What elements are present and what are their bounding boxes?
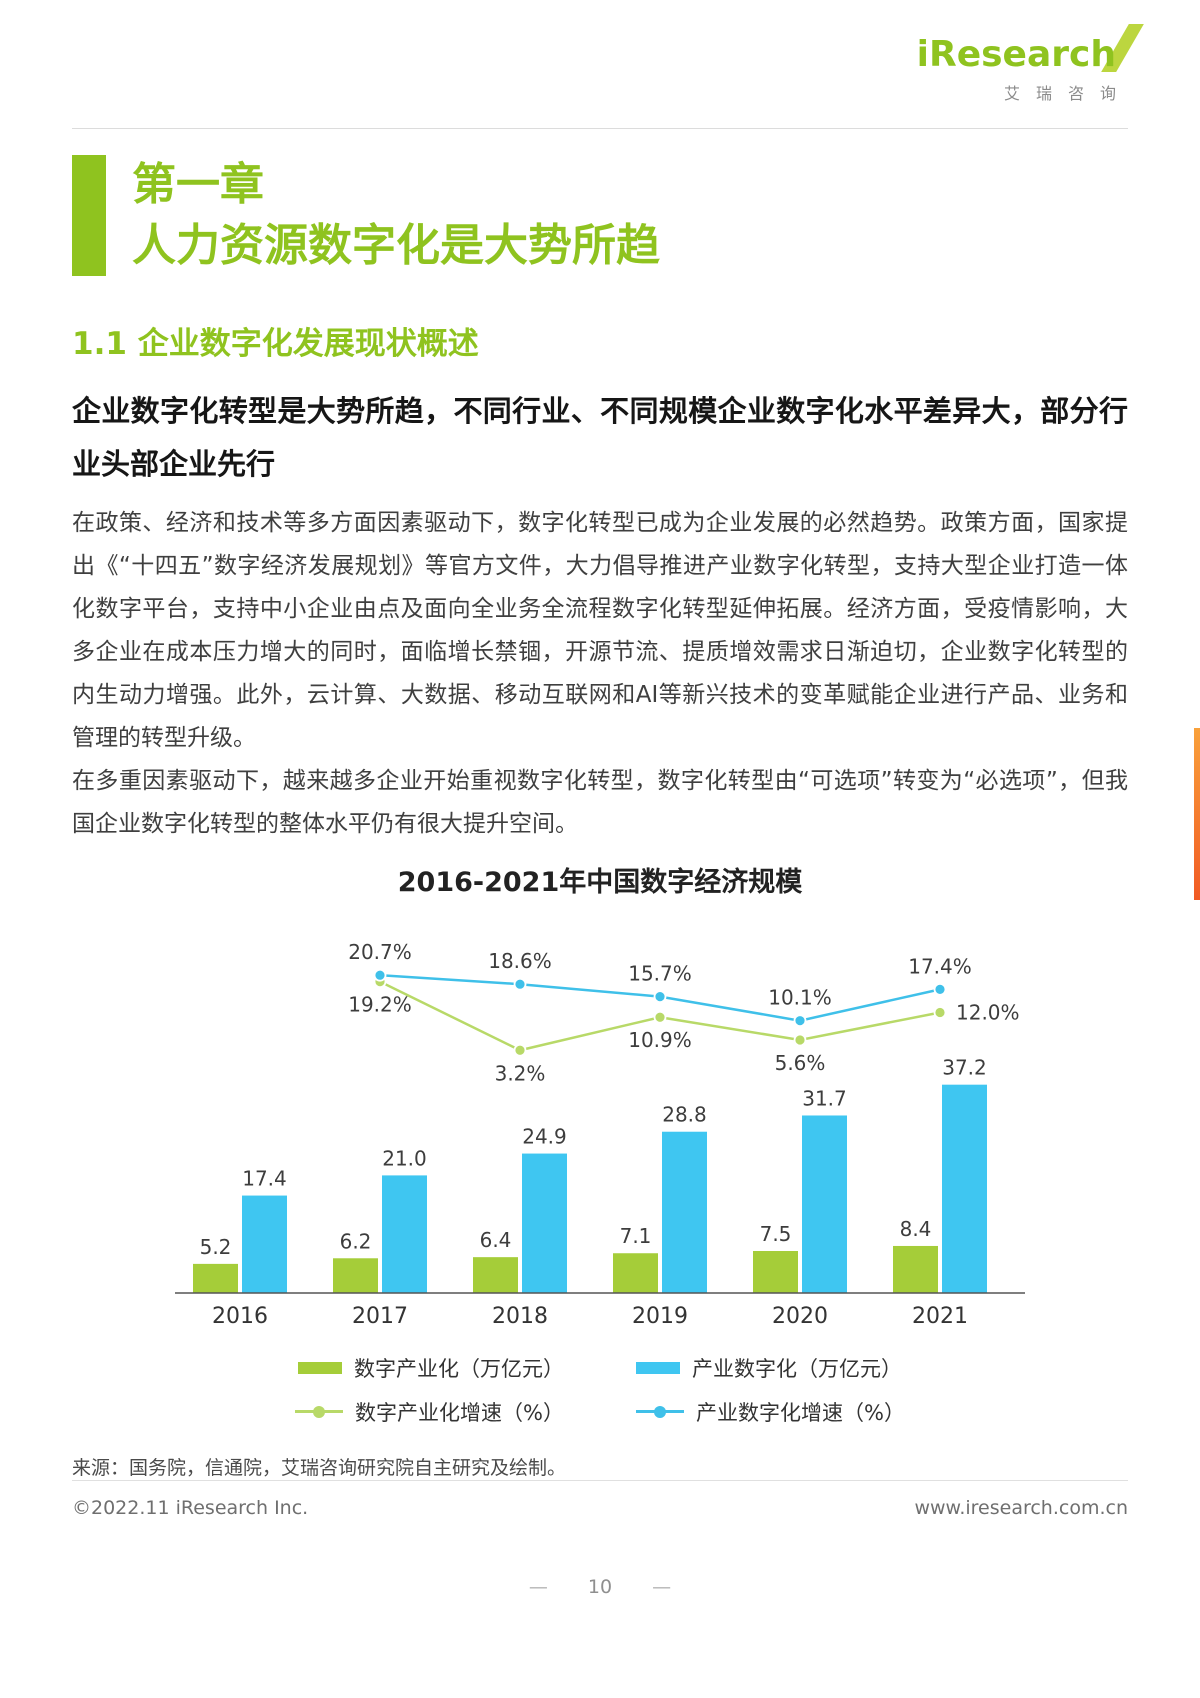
legend-line-swatch-green bbox=[295, 1410, 344, 1414]
bar-digital-industrialization-2016 bbox=[193, 1263, 238, 1293]
copyright-text: ©2022.11 iResearch Inc. bbox=[72, 1497, 309, 1519]
bar-digital-industrialization-2020 bbox=[753, 1250, 798, 1293]
legend-item-digital-industrialization-growth: 数字产业化增速（%） bbox=[295, 1397, 564, 1427]
bar-industry-digitalization-2018 bbox=[522, 1153, 567, 1293]
x-tick-label: 2018 bbox=[492, 1304, 548, 1329]
growth-value-label: 12.0% bbox=[956, 1000, 1020, 1024]
chapter-title-text: 人力资源数字化是大势所趋 bbox=[132, 219, 660, 271]
growth-value-label: 10.1% bbox=[768, 985, 832, 1009]
bar-industry-digitalization-2021 bbox=[942, 1084, 987, 1293]
legend-line-swatch-blue bbox=[636, 1410, 684, 1414]
side-accent-tab bbox=[1194, 728, 1200, 900]
bar-digital-industrialization-2021 bbox=[893, 1245, 938, 1293]
growth-value-label: 20.7% bbox=[348, 940, 412, 964]
x-tick-label: 2016 bbox=[212, 1304, 268, 1329]
bar-value-label: 28.8 bbox=[662, 1103, 707, 1127]
header-divider bbox=[72, 128, 1128, 129]
bar-value-label: 7.5 bbox=[760, 1222, 792, 1246]
bar-value-label: 6.4 bbox=[480, 1228, 512, 1252]
legend-item-industry-digitalization: 产业数字化（万亿元） bbox=[636, 1353, 902, 1383]
chapter-kicker: 第一章 bbox=[132, 159, 264, 210]
bar-value-label: 6.2 bbox=[340, 1229, 372, 1253]
bar-digital-industrialization-2018 bbox=[473, 1256, 518, 1293]
growth-value-label: 5.6% bbox=[775, 1051, 826, 1075]
growth-value-label: 10.9% bbox=[628, 1028, 692, 1052]
bar-industry-digitalization-2017 bbox=[382, 1175, 427, 1293]
chapter-title: 第一章 人力资源数字化是大势所趋 bbox=[132, 155, 660, 276]
legend-label: 数字产业化增速（%） bbox=[355, 1400, 564, 1425]
line-point-digital-industrialization-growth bbox=[933, 1005, 947, 1019]
legend-item-digital-industrialization: 数字产业化（万亿元） bbox=[298, 1353, 564, 1383]
chapter-header: 第一章 人力资源数字化是大势所趋 bbox=[72, 155, 1128, 277]
bar-value-label: 17.4 bbox=[242, 1166, 287, 1190]
chapter-accent-bar bbox=[72, 155, 106, 277]
chart-source-note: 来源：国务院，信通院，艾瑞咨询研究院自主研究及绘制。 bbox=[72, 1456, 567, 1479]
legend-bar-swatch-blue bbox=[636, 1361, 680, 1374]
line-point-digital-industrialization-growth bbox=[513, 1043, 527, 1057]
legend-row-bars: 数字产业化（万亿元） 产业数字化（万亿元） bbox=[72, 1353, 1128, 1383]
chart-area: 5.2 6.2 6.4 7.1 7.5 8.4 17.4 21.0 24.9 28.8 31.7 37… bbox=[160, 903, 1040, 1339]
page-number: 10 bbox=[587, 1576, 613, 1598]
page-number-dash-right: — bbox=[652, 1576, 672, 1598]
line-point-industry-digitalization-growth bbox=[933, 982, 947, 996]
line-point-digital-industrialization-growth bbox=[793, 1033, 807, 1047]
line-point-industry-digitalization-growth bbox=[653, 990, 667, 1003]
growth-value-label: 17.4% bbox=[908, 954, 972, 978]
page-number-dash-left: — bbox=[528, 1576, 548, 1598]
page-content: iResearch 艾瑞咨询 第一章 人力资源数字化是大势所趋 1.1 企业数字… bbox=[0, 0, 1200, 1480]
legend-bar-swatch-green bbox=[298, 1361, 342, 1374]
legend-item-industry-digitalization-growth: 产业数字化增速（%） bbox=[636, 1397, 905, 1427]
bar-value-label: 8.4 bbox=[900, 1217, 932, 1241]
line-point-industry-digitalization-growth bbox=[373, 968, 387, 982]
growth-value-label: 18.6% bbox=[488, 949, 552, 973]
logo-chinese-name: 艾瑞咨询 bbox=[1003, 84, 1132, 103]
legend-label: 数字产业化（万亿元） bbox=[354, 1356, 564, 1381]
iresearch-logo: iResearch 艾瑞咨询 bbox=[916, 24, 1144, 104]
x-tick-label: 2019 bbox=[632, 1304, 688, 1329]
page-header: iResearch 艾瑞咨询 bbox=[72, 24, 1144, 104]
x-tick-label: 2021 bbox=[912, 1304, 968, 1329]
bar-industry-digitalization-2019 bbox=[662, 1131, 707, 1293]
bar-value-label: 31.7 bbox=[802, 1086, 847, 1110]
bar-value-label: 21.0 bbox=[382, 1146, 427, 1170]
logo-text: iResearch bbox=[916, 34, 1116, 75]
chart-title: 2016-2021年中国数字经济规模 bbox=[397, 866, 803, 898]
legend-label: 产业数字化（万亿元） bbox=[692, 1356, 902, 1381]
legend-label: 产业数字化增速（%） bbox=[696, 1400, 905, 1425]
chart-legend: 数字产业化（万亿元） 产业数字化（万亿元） 数字产业化增速（%） 产业数字化增速… bbox=[72, 1353, 1128, 1427]
section-heading: 1.1 企业数字化发展现状概述 bbox=[72, 326, 479, 363]
digital-economy-chart-svg: 5.2 6.2 6.4 7.1 7.5 8.4 17.4 21.0 24.9 28.8 31.7 37… bbox=[175, 940, 1025, 1329]
growth-value-label: 3.2% bbox=[495, 1061, 546, 1085]
bar-digital-industrialization-2017 bbox=[333, 1258, 378, 1293]
section-subtitle: 企业数字化转型是大势所趋，不同行业、不同规模企业数字化水平差异大，部分行业头部企… bbox=[72, 394, 1128, 481]
body-paragraph-2: 在多重因素驱动下，越来越多企业开始重视数字化转型，数字化转型由“可选项”转变为“… bbox=[72, 767, 1128, 837]
bar-digital-industrialization-2019 bbox=[613, 1253, 658, 1293]
body-paragraph-1: 在政策、经济和技术等多方面因素驱动下，数字化转型已成为企业发展的必然趋势。政策方… bbox=[72, 509, 1128, 751]
bar-value-label: 37.2 bbox=[942, 1055, 987, 1079]
growth-value-label: 15.7% bbox=[628, 961, 692, 985]
line-point-industry-digitalization-growth bbox=[513, 977, 527, 991]
bar-industry-digitalization-2016 bbox=[242, 1195, 287, 1293]
page-number-row: — 10 — bbox=[0, 1576, 1200, 1598]
x-tick-label: 2017 bbox=[352, 1304, 408, 1329]
line-point-industry-digitalization-growth bbox=[793, 1014, 807, 1027]
x-tick-label: 2020 bbox=[772, 1304, 828, 1329]
growth-value-label: 19.2% bbox=[348, 992, 412, 1016]
page-footer: ©2022.11 iResearch Inc. www.iresearch.co… bbox=[72, 1480, 1128, 1519]
website-link[interactable]: www.iresearch.com.cn bbox=[914, 1497, 1128, 1519]
line-point-digital-industrialization-growth bbox=[653, 1010, 667, 1024]
bar-value-label: 24.9 bbox=[522, 1124, 567, 1148]
legend-row-lines: 数字产业化增速（%） 产业数字化增速（%） bbox=[72, 1397, 1128, 1427]
logo-mark: iResearch bbox=[916, 24, 1144, 75]
bar-industry-digitalization-2020 bbox=[802, 1115, 847, 1293]
bar-value-label: 7.1 bbox=[620, 1224, 652, 1248]
bar-value-label: 5.2 bbox=[200, 1235, 232, 1259]
